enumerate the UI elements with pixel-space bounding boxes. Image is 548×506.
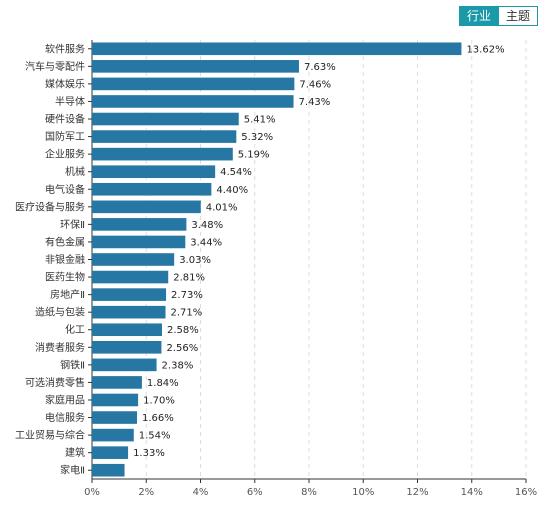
bar — [92, 42, 462, 56]
bar — [92, 341, 162, 354]
x-tick-label: 14% — [461, 487, 483, 498]
bar — [92, 218, 187, 231]
category-label: 汽车与零配件 — [25, 60, 85, 73]
value-label: 1.54% — [139, 431, 171, 442]
category-label: 家庭用品 — [45, 393, 85, 406]
view-toggle: 行业 主题 — [458, 6, 538, 26]
value-label: 5.32% — [241, 132, 273, 143]
bar — [92, 147, 233, 161]
bar — [92, 393, 139, 407]
value-label: 2.38% — [162, 360, 194, 371]
bar — [92, 130, 237, 143]
category-label: 媒体娱乐 — [45, 77, 85, 90]
category-label: 工业贸易与综合 — [15, 429, 85, 442]
value-label: 7.43% — [299, 97, 331, 108]
value-label: 3.03% — [179, 255, 211, 266]
value-label: 7.46% — [299, 79, 331, 90]
category-label: 医疗设备与服务 — [15, 200, 85, 213]
bar — [92, 182, 212, 196]
theme-tab[interactable]: 主题 — [498, 6, 538, 26]
category-label: 家电Ⅱ — [60, 464, 85, 477]
value-label: 1.66% — [142, 413, 174, 424]
value-label: 3.48% — [191, 220, 223, 231]
bar — [92, 60, 299, 73]
value-label: 1.70% — [143, 395, 175, 406]
bar — [92, 200, 201, 214]
value-label: 2.81% — [173, 273, 205, 284]
x-tick-label: 0% — [84, 487, 100, 498]
value-label: 2.71% — [171, 308, 203, 319]
value-label: 5.19% — [238, 150, 270, 161]
x-tick-label: 4% — [193, 487, 209, 498]
category-label: 企业服务 — [45, 148, 85, 161]
bar — [92, 95, 294, 108]
x-tick-label: 8% — [301, 487, 317, 498]
value-label: 7.63% — [304, 62, 336, 73]
value-label: 1.84% — [147, 378, 179, 389]
value-label: 5.41% — [244, 115, 276, 126]
category-label: 硬件设备 — [45, 113, 85, 126]
value-label: 3.44% — [190, 237, 222, 248]
x-tick-label: 10% — [352, 487, 374, 498]
value-label: 4.40% — [216, 185, 248, 196]
category-label: 消费者服务 — [35, 341, 85, 354]
bar — [92, 165, 216, 178]
category-label: 电气设备 — [45, 183, 85, 196]
value-label: 2.73% — [171, 290, 203, 301]
category-label: 环保Ⅱ — [60, 218, 85, 231]
category-label: 医药生物 — [45, 271, 85, 284]
value-label: 2.56% — [166, 343, 198, 354]
value-label: 4.54% — [220, 167, 252, 178]
category-label: 电信服务 — [45, 411, 85, 424]
bar — [92, 305, 166, 319]
x-tick-label: 16% — [515, 487, 537, 498]
category-label: 有色金属 — [45, 235, 85, 248]
category-label: 机械 — [65, 165, 85, 178]
bar — [92, 323, 162, 337]
bar — [92, 270, 169, 284]
x-tick-label: 12% — [406, 487, 428, 498]
value-label: 1.33% — [133, 448, 165, 459]
category-label: 化工 — [65, 323, 85, 336]
category-label: 钢铁Ⅱ — [60, 358, 85, 371]
category-label: 房地产Ⅱ — [50, 288, 85, 301]
bar — [92, 235, 186, 249]
value-label: 13.62% — [466, 44, 504, 55]
category-label: 造纸与包装 — [35, 306, 85, 319]
bar — [92, 288, 167, 301]
bar — [92, 446, 129, 459]
x-tick-label: 2% — [138, 487, 154, 498]
bar — [92, 376, 142, 389]
x-tick-label: 6% — [247, 487, 263, 498]
bar — [92, 112, 239, 126]
category-label: 软件服务 — [45, 42, 85, 55]
bar — [92, 428, 134, 442]
category-label: 建筑 — [65, 446, 85, 459]
bar — [92, 463, 125, 477]
value-label: 2.58% — [167, 325, 199, 336]
bar — [92, 358, 157, 372]
value-label: 4.01% — [206, 202, 238, 213]
category-label: 国防军工 — [45, 130, 85, 143]
category-label: 非银金融 — [45, 253, 85, 266]
bar — [92, 411, 138, 424]
category-label: 可选消费零售 — [25, 376, 85, 389]
bar — [92, 253, 175, 266]
category-label: 半导体 — [55, 95, 85, 108]
bar — [92, 77, 295, 91]
industry-tab[interactable]: 行业 — [458, 6, 499, 26]
